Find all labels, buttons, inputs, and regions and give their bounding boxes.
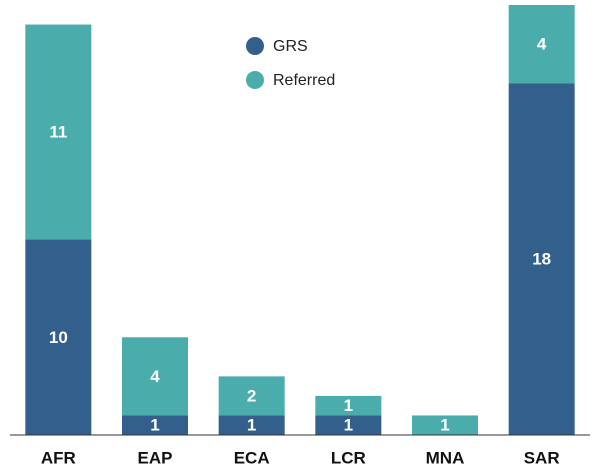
legend-label: GRS [273, 38, 308, 55]
x-tick-label: AFR [41, 448, 76, 467]
bar-segment [412, 415, 478, 435]
bar-segment [315, 415, 382, 435]
bar-segment [218, 376, 285, 416]
data-label: 10 [49, 328, 68, 347]
x-tick-label: EAP [138, 448, 173, 467]
data-label: 1 [344, 396, 353, 415]
data-label: 4 [537, 35, 547, 54]
legend-label: Referred [273, 72, 335, 89]
data-label: 11 [49, 123, 67, 142]
legend-marker [246, 71, 264, 89]
data-label: 2 [247, 386, 256, 405]
bar-segment [25, 24, 92, 240]
bar-segment [25, 239, 92, 435]
legend-marker [246, 37, 264, 55]
x-tick-label: MNA [426, 448, 465, 467]
bar-segment [508, 83, 575, 435]
data-label: 1 [247, 416, 256, 435]
x-tick-label: ECA [234, 448, 270, 467]
bar-segment [122, 415, 188, 435]
x-tick-label: SAR [524, 448, 560, 467]
data-label: 1 [440, 416, 449, 435]
x-tick-label: LCR [331, 448, 366, 467]
bar-segment [508, 5, 575, 84]
data-label: 18 [532, 250, 551, 269]
data-label: 1 [344, 416, 353, 435]
bar-segment [122, 337, 188, 416]
bar-segment [218, 415, 285, 435]
data-label: 4 [150, 367, 160, 386]
bar-segment [315, 395, 382, 416]
data-label: 1 [150, 416, 159, 435]
